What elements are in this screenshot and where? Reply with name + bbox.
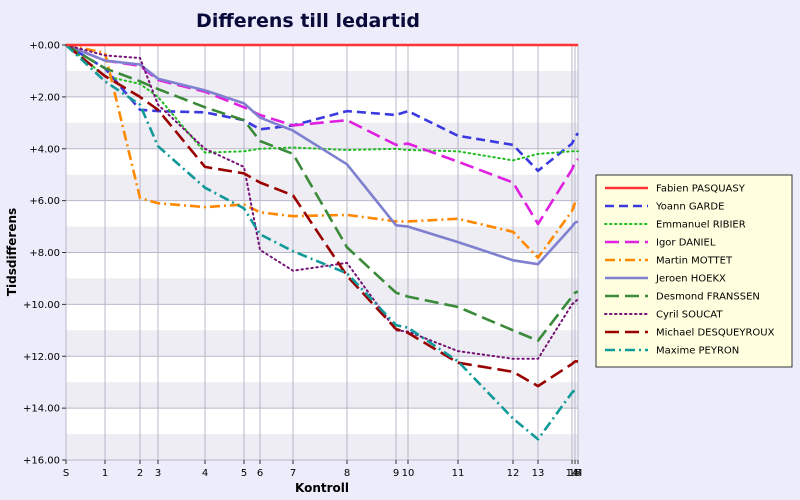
grid-band xyxy=(66,434,578,460)
series-line xyxy=(65,43,578,388)
series-line xyxy=(65,44,579,162)
grid-band xyxy=(66,382,578,409)
x-tick-label: S xyxy=(63,468,69,479)
legend: Fabien PASQUASY Yoann GARDE Emmanuel RIBIE… xyxy=(595,174,793,368)
y-tick-label: +10.00 xyxy=(23,300,60,311)
series-line xyxy=(65,43,579,343)
y-tick-label: +6.00 xyxy=(29,196,60,207)
series-lines xyxy=(65,43,580,441)
legend-label: Desmond FRANSSEN xyxy=(656,292,760,303)
grid-band xyxy=(66,278,578,305)
grid-band xyxy=(66,330,578,357)
x-tick-label: 15 xyxy=(569,468,582,479)
x-tick-label: 5 xyxy=(241,468,247,479)
y-tick-label: +12.00 xyxy=(23,352,60,363)
series-line xyxy=(65,44,578,441)
series-line xyxy=(65,43,579,260)
x-tick-label: 13 xyxy=(532,468,545,479)
legend-label: Jeroen HOEKX xyxy=(655,274,726,285)
y-tick-label: +4.00 xyxy=(29,144,60,155)
chart-title: Differens till ledartid xyxy=(196,10,420,32)
y-tick-label: +16.00 xyxy=(23,456,60,467)
x-tick-label: 8 xyxy=(344,468,350,479)
grid-band xyxy=(66,122,578,149)
legend-label: Maxime PEYRON xyxy=(656,346,739,357)
x-axis-label: Kontroll xyxy=(295,481,349,495)
x-tick-label: 10 xyxy=(402,468,415,479)
legend-label: Emmanuel RIBIER xyxy=(656,220,746,231)
legend-box xyxy=(595,174,793,368)
legend-label: Yoann GARDE xyxy=(655,202,724,213)
x-tick-label: 11 xyxy=(452,468,465,479)
x-tick-label: 4 xyxy=(202,468,208,479)
y-tick-label: +8.00 xyxy=(29,248,60,259)
x-tick-label: 2 xyxy=(137,468,143,479)
legend-label: Fabien PASQUASY xyxy=(656,184,746,195)
y-axis-label: Tidsdifferens xyxy=(5,208,19,296)
series-line xyxy=(65,44,579,360)
legend-items: Fabien PASQUASY Yoann GARDE Emmanuel RIBIE… xyxy=(604,184,775,357)
x-tick-label: M xyxy=(574,468,583,479)
x-tick-label: 7 xyxy=(290,468,296,479)
legend-label: Cyril SOUCAT xyxy=(656,310,723,321)
x-tick-label: 1 xyxy=(102,468,108,479)
x-tick-label: 3 xyxy=(155,468,161,479)
x-tick-label: 14 xyxy=(566,468,579,479)
grid-band xyxy=(66,174,578,201)
y-tick-label: +2.00 xyxy=(29,92,60,103)
x-tick-label: 12 xyxy=(507,468,520,479)
legend-label: Michael DESQUEYROUX xyxy=(656,328,775,339)
axes: +0.00 +2.00 +4.00 +6.00 +8.00 +10.00 +12.00 +14… xyxy=(23,41,582,480)
legend-label: Igor DANIEL xyxy=(656,238,716,249)
legend-label: Martin MOTTET xyxy=(656,256,733,267)
series-line xyxy=(65,43,579,266)
series-line xyxy=(65,43,580,173)
y-tick-label: +14.00 xyxy=(23,404,60,415)
x-tick-label: 6 xyxy=(257,468,263,479)
y-tick-label: +0.00 xyxy=(29,41,60,52)
x-tick-label: 9 xyxy=(393,468,399,479)
